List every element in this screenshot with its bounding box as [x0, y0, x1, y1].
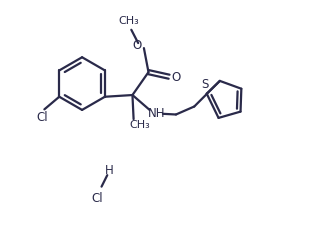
Text: O: O — [171, 71, 181, 84]
Text: S: S — [202, 78, 209, 91]
Text: Cl: Cl — [36, 111, 48, 124]
Text: H: H — [105, 164, 114, 177]
Text: CH₃: CH₃ — [119, 16, 139, 26]
Text: NH: NH — [148, 107, 165, 120]
Text: O: O — [132, 39, 142, 52]
Text: Cl: Cl — [91, 192, 103, 204]
Text: CH₃: CH₃ — [129, 120, 150, 131]
